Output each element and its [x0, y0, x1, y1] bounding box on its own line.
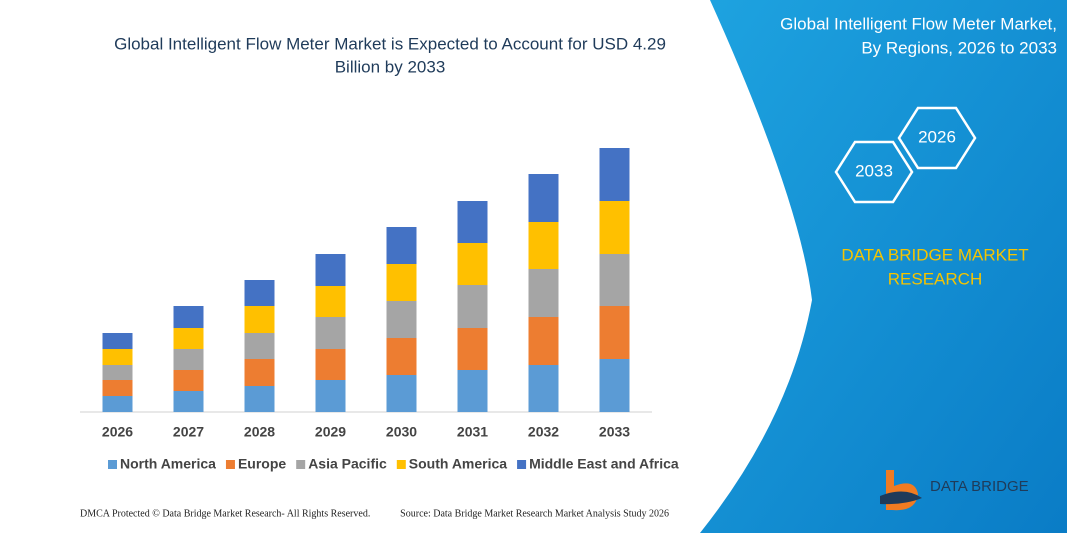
x-tick-label: 2030 [386, 424, 417, 440]
bar-segment [102, 349, 133, 365]
bar-segment [173, 370, 204, 391]
bar-segment [528, 269, 559, 317]
x-tick-label: 2027 [173, 424, 204, 440]
bar-segment [599, 201, 630, 254]
logo-text: DATA BRIDGE [930, 478, 1029, 495]
bar-segment [457, 201, 488, 243]
legend-label: Middle East and Africa [529, 456, 679, 472]
bar-segment [244, 386, 275, 412]
x-tick-label: 2032 [528, 424, 559, 440]
bar-segment [315, 286, 346, 317]
bar-segment [102, 333, 133, 349]
bar-segment [599, 359, 630, 412]
legend-label: Europe [238, 456, 286, 472]
x-tick-label: 2033 [599, 424, 630, 440]
footer-right: Source: Data Bridge Market Research Mark… [400, 508, 669, 519]
bar-segment [244, 280, 275, 306]
bar-segment [244, 306, 275, 333]
legend-marker [108, 460, 117, 469]
bar-segment [315, 380, 346, 412]
bar-segment [386, 227, 417, 264]
legend-marker [517, 460, 527, 469]
footer-left: DMCA Protected © Data Bridge Market Rese… [80, 508, 370, 519]
side-title: By Regions, 2026 to 2033 [861, 38, 1057, 57]
bar-segment [599, 148, 630, 201]
bar-segment [315, 317, 346, 349]
chart-title: Billion by 2033 [335, 57, 446, 76]
bar-segment [528, 365, 559, 412]
x-tick-label: 2031 [457, 424, 488, 440]
bar-segment [599, 254, 630, 306]
bar-segment [528, 222, 559, 269]
bar-segment [315, 349, 346, 380]
x-tick-label: 2029 [315, 424, 346, 440]
x-tick-label: 2026 [102, 424, 133, 440]
bar-segment [315, 254, 346, 286]
x-tick-label: 2028 [244, 424, 275, 440]
plot: 2026 2027 2028 2029 2030 2031 2032 2033 North Am… [102, 148, 679, 472]
legend-label: North America [120, 456, 216, 472]
hexagon-label: 2033 [855, 161, 893, 180]
bar-segment [457, 243, 488, 285]
legend-label: Asia Pacific [308, 456, 387, 472]
logo: DATA BRIDGE [880, 470, 1029, 511]
bar-segment [457, 328, 488, 370]
bar-segment [244, 333, 275, 359]
brand: DATA BRIDGE MARKET [841, 245, 1028, 264]
legend-marker [296, 460, 306, 469]
bar-segment [386, 264, 417, 301]
bar-segment [173, 391, 204, 412]
legend-label: South America [409, 456, 507, 472]
bar-segment [244, 359, 275, 386]
bar-segment [102, 365, 133, 380]
bar-segment [173, 306, 204, 328]
chart-title: Global Intelligent Flow Meter Market is … [114, 34, 666, 53]
side-panel [700, 0, 1067, 533]
bar-segment [173, 349, 204, 370]
bar-segment [599, 306, 630, 359]
hexagon-label: 2026 [918, 127, 956, 146]
hexagon [897, 106, 977, 170]
bar-segment [528, 174, 559, 222]
hexagon [834, 140, 914, 204]
bar-segment [386, 375, 417, 412]
legend-marker [225, 460, 235, 469]
bar-segment [102, 380, 133, 396]
bar-segment [173, 328, 204, 349]
bar-segment [528, 317, 559, 365]
logo-mark [880, 491, 922, 505]
brand: RESEARCH [888, 269, 982, 288]
bar-segment [386, 338, 417, 375]
bar-segment [102, 396, 133, 412]
side-title: Global Intelligent Flow Meter Market, [780, 14, 1057, 33]
legend-marker [396, 460, 406, 469]
bar-segment [386, 301, 417, 338]
bar-segment [457, 285, 488, 328]
bar-segment [457, 370, 488, 412]
